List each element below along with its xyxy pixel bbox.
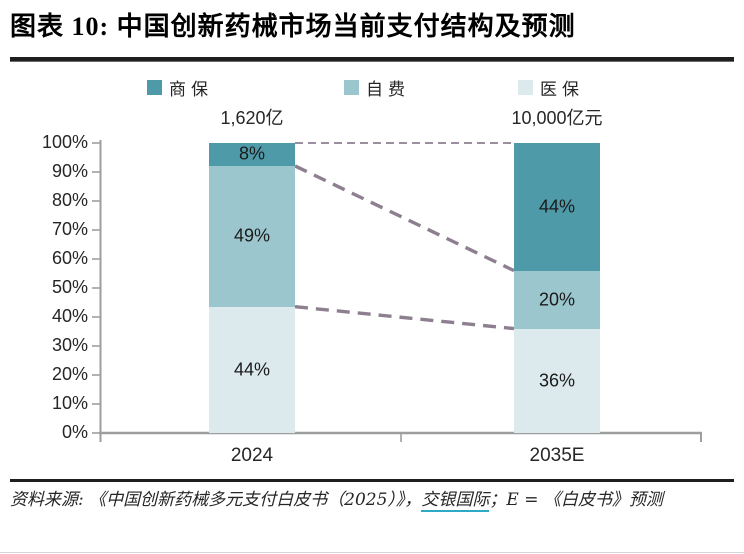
bar-segment-2024-医保: 44% [209, 306, 295, 433]
legend-label: 医保 [540, 79, 584, 99]
figure-title: 图表 10: 中国创新药械市场当前支付结构及预测 [10, 12, 576, 41]
column-total-label: 1,620亿 [220, 108, 284, 128]
y-axis-tick-label: 0% [61, 422, 88, 442]
source-note: 资料来源: 《中国创新药械多元支付白皮书（2025）》，交银国际；E = 《白皮… [10, 486, 710, 514]
legend-label: 自费 [366, 79, 410, 99]
legend-item-3: 医保 [518, 78, 584, 99]
y-axis-tick-label: 30% [51, 335, 88, 355]
y-axis-tick-label: 50% [51, 277, 88, 297]
y-axis-tick-label: 90% [51, 161, 88, 181]
segment-value-label: 44% [538, 196, 576, 217]
bar-segment-2035E-医保: 36% [514, 328, 600, 433]
source-suffix: ；E = 《白皮书》预测 [489, 490, 663, 510]
segment-value-label: 49% [233, 225, 271, 246]
y-axis-tick-label: 40% [51, 306, 88, 326]
y-axis-tick-label: 20% [51, 364, 88, 384]
segment-value-label: 20% [538, 289, 576, 310]
source-prefix: 资料来源: 《中国创新药械多元支付白皮书（2025）》， [10, 490, 422, 510]
y-axis-tick-label: 60% [51, 248, 88, 268]
segment-value-label: 8% [238, 143, 265, 164]
bar-segment-2024-商保: 8% [209, 143, 295, 166]
connector-dashed-line [294, 304, 515, 331]
x-axis-category-label: 2024 [230, 445, 274, 466]
legend-item-2: 自费 [344, 78, 410, 99]
legend-label: 商保 [169, 79, 213, 99]
segment-value-label: 36% [538, 370, 576, 391]
y-axis-tick-label: 10% [51, 393, 88, 413]
connector-dashed-line [294, 164, 515, 273]
source-link[interactable]: 交银国际 [421, 490, 490, 512]
column-total-label: 10,000亿元 [511, 108, 603, 128]
source-divider [10, 479, 734, 482]
legend-swatch-icon [147, 79, 162, 95]
legend-swatch-icon [344, 79, 359, 95]
y-axis-tick-label: 80% [51, 190, 88, 210]
legend-swatch-icon [518, 79, 533, 95]
segment-value-label: 44% [233, 359, 271, 380]
legend-item-1: 商保 [147, 78, 213, 99]
title-divider [10, 57, 734, 62]
bar-segment-2024-自费: 49% [209, 165, 295, 307]
y-axis-tick-label: 100% [41, 132, 88, 152]
bar-segment-2035E-商保: 44% [514, 143, 600, 271]
y-axis-tick-label: 70% [51, 219, 88, 239]
x-axis-category-label: 2035E [529, 445, 585, 466]
bottom-divider [0, 552, 744, 553]
bar-segment-2035E-自费: 20% [514, 270, 600, 329]
